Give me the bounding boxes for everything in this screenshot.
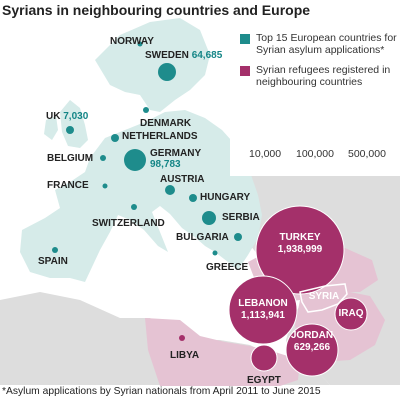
marker-libya	[179, 335, 185, 341]
label-denmark: DENMARK	[140, 118, 192, 129]
size-label-100000: 100,000	[296, 148, 334, 160]
label-libya: LIBYA	[170, 350, 200, 361]
marker-denmark	[143, 107, 149, 113]
label-greece: GREECE	[206, 262, 249, 273]
marker-bulgaria	[234, 233, 242, 241]
map-title: Syrians in neighbouring countries and Eu…	[2, 2, 311, 18]
marker-uk	[66, 126, 74, 134]
land-scandinavia	[95, 18, 210, 112]
marker-lebanon	[228, 275, 298, 345]
marker-iraq	[334, 297, 368, 331]
label-spain: SPAIN	[38, 256, 68, 267]
label-egypt: EGYPT	[247, 375, 281, 386]
marker-switzerland	[131, 204, 137, 210]
marker-sweden	[158, 63, 176, 81]
marker-france	[102, 183, 108, 189]
label-sweden: SWEDEN 64,685	[145, 50, 223, 61]
label-belgium: BELGIUM	[47, 153, 94, 164]
legend: Top 15 European countries for Syrian asy…	[230, 24, 400, 176]
marker-serbia	[202, 211, 216, 225]
label-hungary: HUNGARY	[200, 192, 251, 203]
marker-germany	[124, 149, 146, 171]
label-serbia: SERBIA	[222, 212, 260, 223]
marker-austria	[165, 185, 175, 195]
label-austria: AUSTRIA	[160, 174, 205, 185]
syria-outline	[299, 283, 348, 313]
footnote: *Asylum applications by Syrian nationals…	[2, 386, 321, 397]
marker-jordan	[285, 323, 339, 377]
label-turkey: TURKEY 1,938,999	[277, 232, 323, 255]
refugee-swatch	[240, 66, 250, 76]
label-switzerland: SWITZERLAND	[92, 218, 165, 229]
marker-norway	[137, 41, 143, 47]
label-netherlands: NETHERLANDS	[122, 131, 198, 142]
marker-belgium	[100, 155, 106, 161]
legend-europe-label: Top 15 European countries for Syrian asy…	[256, 32, 397, 56]
label-syria: SYRIA	[308, 291, 340, 302]
size-label-10000: 10,000	[249, 148, 282, 160]
label-iraq: IRAQ	[338, 308, 364, 319]
marker-spain	[52, 247, 58, 253]
land-uk	[60, 100, 88, 148]
marker-egypt	[250, 344, 278, 372]
label-jordan: JORDAN 629,266	[290, 330, 334, 353]
label-norway: NORWAY	[110, 36, 154, 47]
land-europe-mainland	[20, 110, 262, 282]
europe-markers	[52, 41, 242, 256]
label-germany: GERMANY 98,783	[150, 148, 202, 170]
refugee-markers	[179, 205, 368, 377]
label-lebanon: LEBANON 1,113,941	[238, 298, 288, 321]
europe-swatch	[240, 34, 250, 44]
land-ireland	[44, 116, 58, 140]
label-uk: UK 7,030	[46, 111, 89, 122]
marker-hungary	[189, 194, 197, 202]
label-france: FRANCE	[47, 180, 89, 191]
legend-refugee-label: Syrian refugees registered in neighbouri…	[256, 64, 391, 88]
marker-netherlands	[111, 134, 119, 142]
label-bulgaria: BULGARIA	[176, 232, 229, 243]
size-label-500000: 500,000	[348, 148, 386, 160]
marker-greece	[212, 250, 218, 256]
